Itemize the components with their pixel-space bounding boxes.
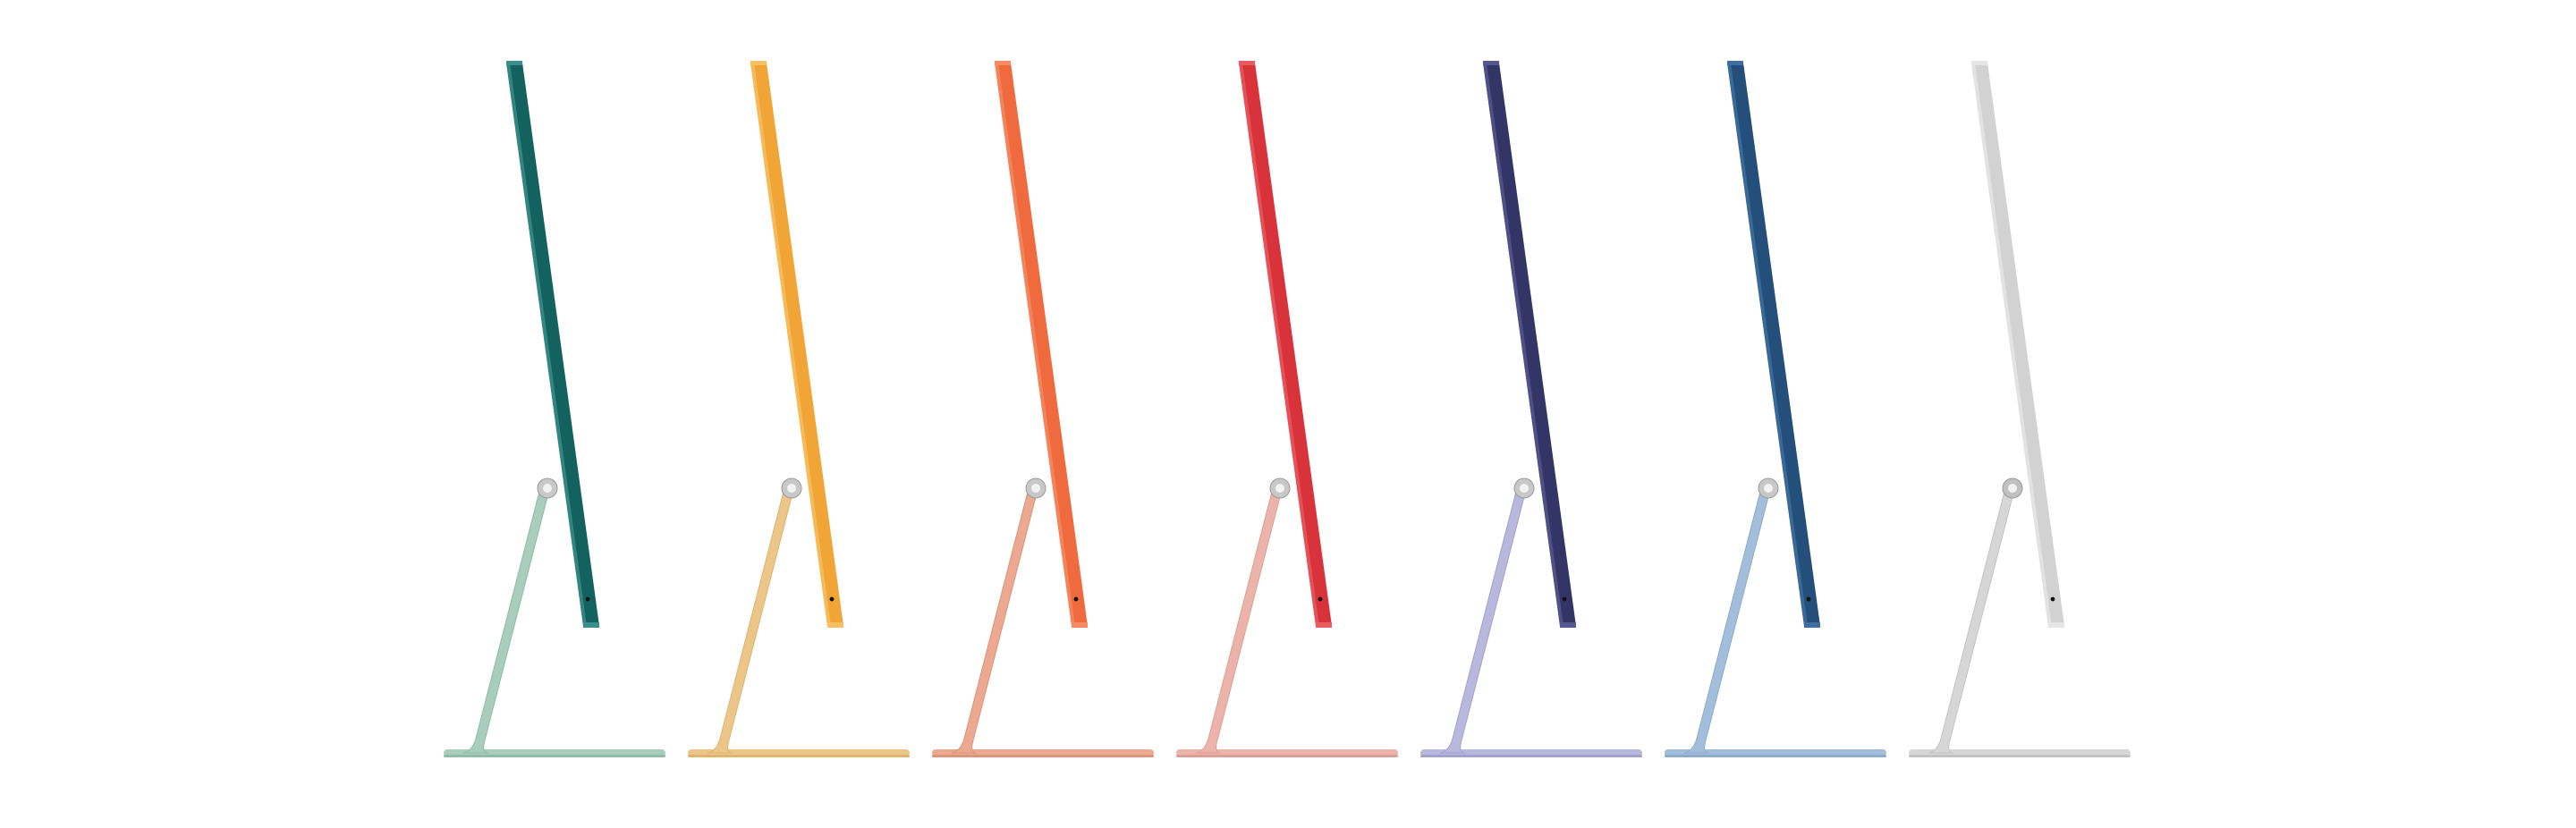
imac-purple [1420,61,1642,757]
display-top-cap [1239,61,1255,65]
stand-arm [1683,487,1771,754]
port-dot [585,596,590,602]
display-bottom-cap [2048,622,2064,628]
display-panel [1971,63,2064,626]
display-bottom-cap [827,622,843,628]
display-edge-highlight [995,63,1075,626]
display-edge-highlight [750,63,831,626]
display-top-cap [1971,61,1987,65]
stand-arm [951,487,1038,754]
port-dot [1318,596,1323,602]
stand-base-edge [1420,755,1642,757]
stand-base-edge [444,755,665,757]
port-dot [2050,596,2055,602]
display-edge-highlight [506,63,587,626]
hinge-center [543,484,552,493]
imac-silver [1909,61,2131,757]
imac-green [444,61,665,757]
display-bottom-cap [583,622,599,628]
port-dot [1562,596,1567,602]
display-edge-highlight [1971,63,2052,626]
display-panel [506,63,599,626]
stand-arm [462,487,550,754]
imac-yellow [688,61,910,757]
hinge-center [1031,484,1040,493]
display-panel [750,63,843,626]
display-top-cap [750,61,767,65]
display-panel [1483,63,1576,626]
port-dot [829,596,835,602]
display-edge-highlight [1239,63,1319,626]
display-panel [1239,63,1332,626]
display-top-cap [995,61,1011,65]
display-bottom-cap [1804,622,1820,628]
imac-orange [932,61,1154,757]
stand-base-edge [1176,755,1398,757]
display-top-cap [506,61,522,65]
stand-base-edge [688,755,910,757]
hinge-center [1764,484,1773,493]
stand-arm [707,487,794,754]
display-panel [995,63,1088,626]
display-bottom-cap [1316,622,1332,628]
display-edge-highlight [1727,63,1808,626]
display-top-cap [1727,61,1743,65]
hinge-center [1520,484,1529,493]
stand-arm [1928,487,2015,754]
hinge-center [787,484,796,493]
stand-arm [1439,487,1527,754]
hinge-center [1275,484,1284,493]
stand-base-edge [932,755,1154,757]
hinge-center [2008,484,2017,493]
display-panel [1727,63,1820,626]
display-top-cap [1483,61,1499,65]
display-edge-highlight [1483,63,1563,626]
port-dot [1806,596,1811,602]
port-dot [1073,596,1079,602]
display-bottom-cap [1560,622,1576,628]
imac-pink-red [1176,61,1398,757]
stand-base-edge [1909,755,2131,757]
display-bottom-cap [1072,622,1088,628]
imac-blue [1665,61,1886,757]
stand-arm [1195,487,1283,754]
stand-base-edge [1665,755,1886,757]
